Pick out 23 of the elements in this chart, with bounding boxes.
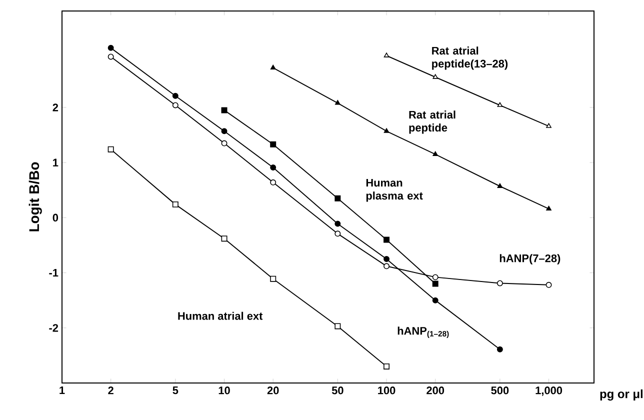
x-tick-label: 10 <box>218 386 230 394</box>
series-label: Rat atrial peptide(13–28) <box>432 46 508 70</box>
x-tick-label: 5 <box>172 386 178 394</box>
x-tick-label: 1 <box>60 386 65 394</box>
y-tick-label: -1 <box>49 269 58 277</box>
y-tick-label: 1 <box>53 158 58 166</box>
x-tick-label: 200 <box>426 386 444 394</box>
x-tick-label: 2 <box>108 386 114 394</box>
series-label: hANP(7–28) <box>500 254 560 264</box>
series-label: hANP$_{(1–28)}$ <box>398 326 449 338</box>
y-tick-label: 2 <box>52 104 58 112</box>
x-tick-label: 1,000 <box>536 386 562 396</box>
y-tick-label: 0 <box>52 214 58 222</box>
x-tick-label: 20 <box>267 386 279 394</box>
series-label: Rat atrial peptide <box>409 110 456 134</box>
series-label: Human plasma ext <box>366 179 423 202</box>
x-axis-title: pg or μl <box>600 389 643 401</box>
x-tick-label: 100 <box>378 386 396 394</box>
y-axis-title: Logit B/Bo <box>28 162 42 232</box>
text: Human atrial ext <box>178 312 263 320</box>
x-tick-label: 50 <box>332 386 344 394</box>
y-tick-label: -2 <box>49 324 58 332</box>
x-tick-label: 500 <box>491 386 509 394</box>
